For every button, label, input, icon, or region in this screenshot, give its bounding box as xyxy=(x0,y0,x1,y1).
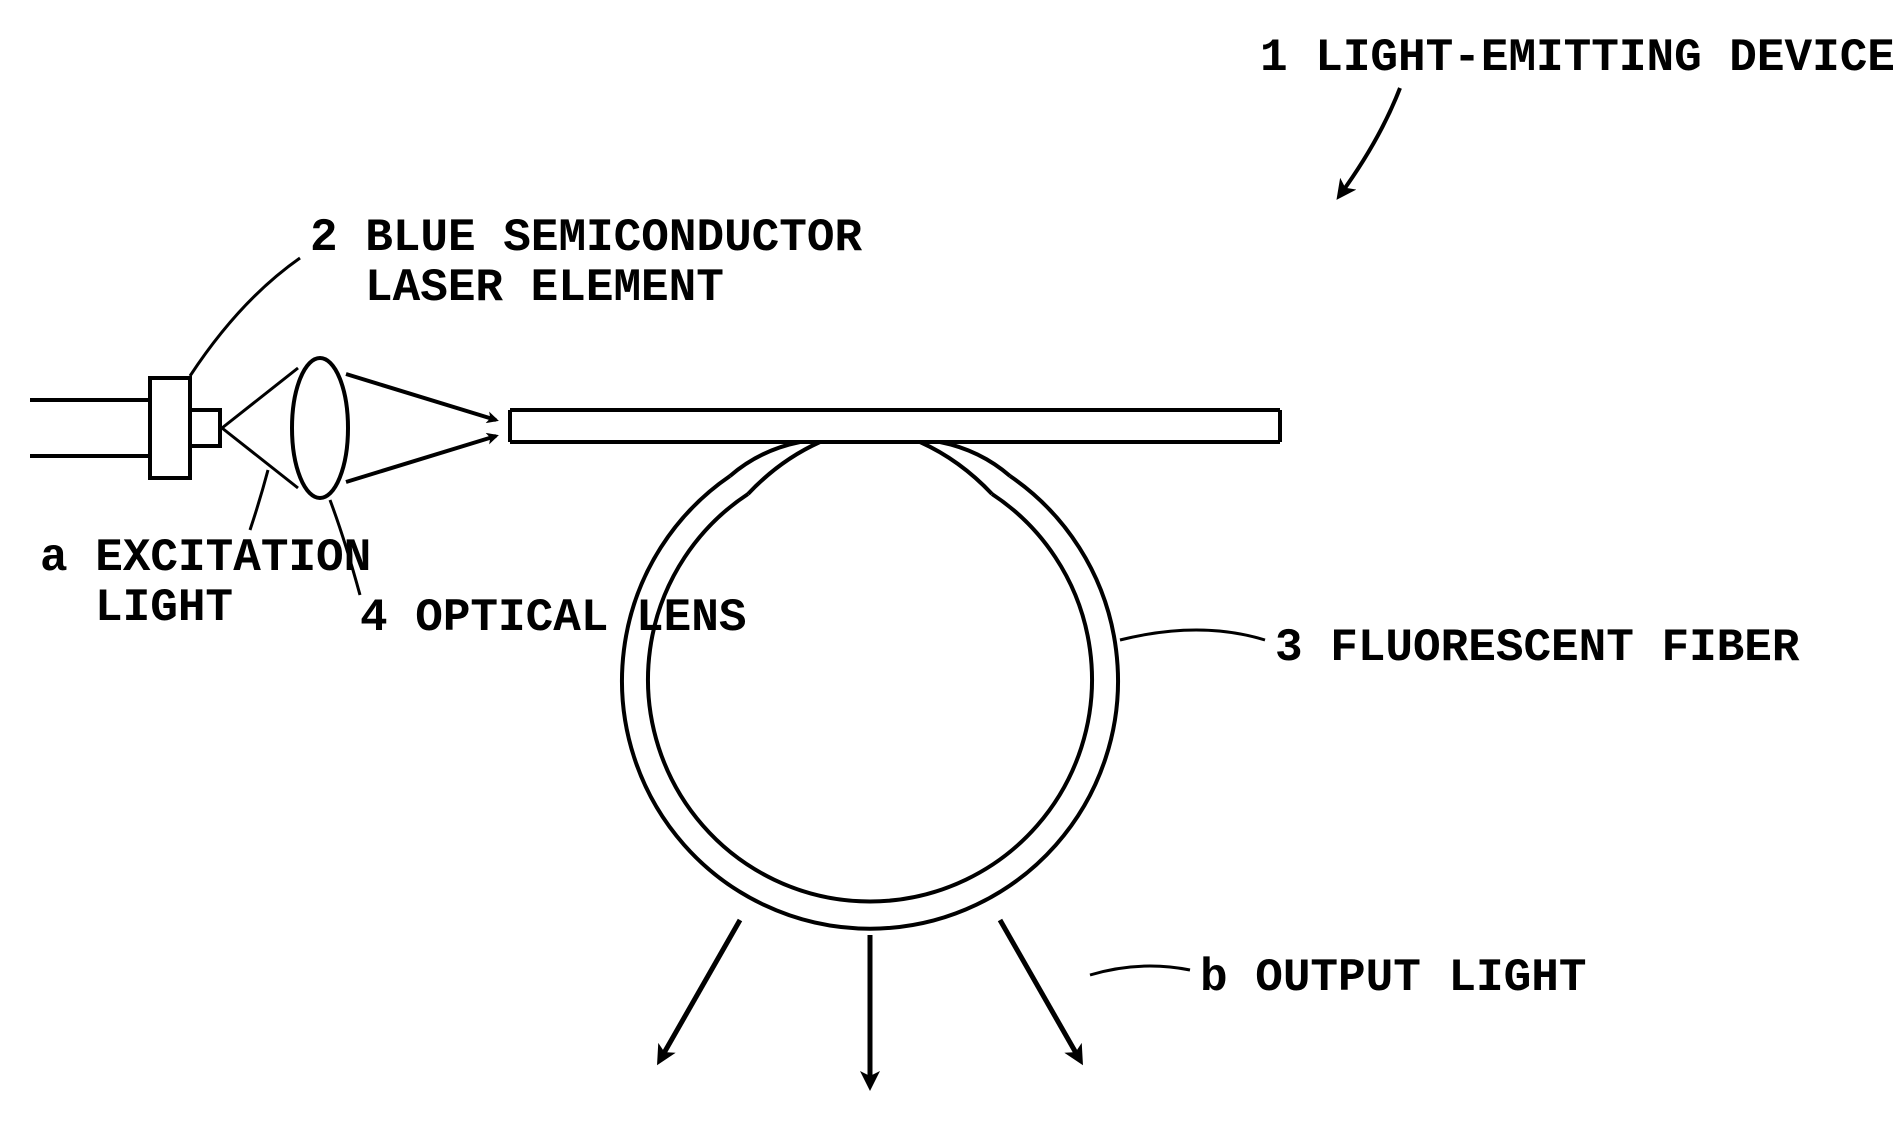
label-output-group: b OUTPUT LIGHT xyxy=(1090,952,1586,1004)
label-title-text: LIGHT-EMITTING DEVICE xyxy=(1315,32,1894,84)
leader-output xyxy=(1090,966,1190,975)
excitation-cone-in xyxy=(222,368,298,488)
label-laser-group: 2 BLUE SEMICONDUCTOR LASER ELEMENT xyxy=(190,212,862,376)
leader-fiber xyxy=(1120,630,1265,640)
output-arrows xyxy=(660,920,1080,1085)
label-excitation-line2: LIGHT xyxy=(95,582,233,634)
svg-text:1 LIGHT-EMITTING: 1 LIGHT-EMITTING DEVICE xyxy=(1260,32,1894,84)
label-laser-line1: BLUE SEMICONDUCTOR xyxy=(365,212,862,264)
label-fiber-group: 3 FLUORESCENT FIBER xyxy=(1120,622,1800,674)
label-lens-group: 4 OPTICAL LENS xyxy=(330,500,746,644)
output-arrow-right xyxy=(1000,920,1080,1060)
svg-text:2 BLUE SEMICONDU: 2 BLUE SEMICONDUCTOR xyxy=(310,212,862,264)
label-laser-line2: LASER ELEMENT xyxy=(365,262,724,314)
output-arrow-left xyxy=(660,920,740,1060)
leader-laser xyxy=(190,258,300,376)
laser-element xyxy=(30,378,220,478)
fiber-straight xyxy=(510,410,1280,442)
excitation-cone-out xyxy=(346,374,496,482)
optical-lens xyxy=(292,358,348,498)
leader-title xyxy=(1340,88,1400,195)
svg-text:3 FLUORESCENT FI: 3 FLUORESCENT FIBER xyxy=(1275,622,1800,674)
label-lens-num: 4 xyxy=(360,592,388,644)
label-fiber-text: FLUORESCENT FIBER xyxy=(1330,622,1800,674)
label-excitation-line1: EXCITATION xyxy=(95,532,371,584)
svg-text:4 OPTICAL LENS: 4 OPTICAL LENS xyxy=(360,592,746,644)
label-title-group: 1 LIGHT-EMITTING DEVICE xyxy=(1260,32,1894,195)
svg-text:a EXCITATION: a EXCITATION xyxy=(40,532,371,584)
label-output-text: OUTPUT LIGHT xyxy=(1255,952,1586,1004)
fiber-loop xyxy=(622,442,1118,929)
svg-text:b OUTPUT LIGHT: b OUTPUT LIGHT xyxy=(1200,952,1586,1004)
label-fiber-num: 3 xyxy=(1275,622,1303,674)
label-output-num: b xyxy=(1200,952,1228,1004)
label-lens-text: OPTICAL LENS xyxy=(415,592,746,644)
leader-excitation xyxy=(250,470,268,530)
label-title-num: 1 xyxy=(1260,32,1288,84)
label-laser-num: 2 xyxy=(310,212,338,264)
label-excitation-num: a xyxy=(40,532,68,584)
diagram-canvas: 1 LIGHT-EMITTING DEVICE xyxy=(0,0,1894,1141)
